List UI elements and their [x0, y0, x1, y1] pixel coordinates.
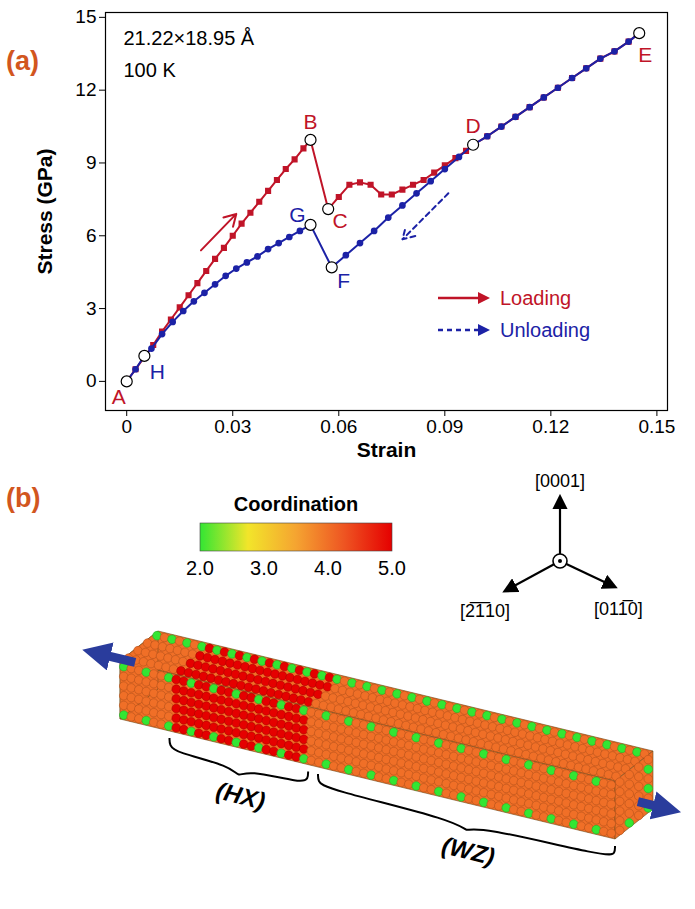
svg-text:3: 3 [86, 298, 97, 319]
svg-text:0: 0 [86, 370, 97, 391]
svg-text:5.0: 5.0 [378, 557, 406, 579]
svg-text:0.09: 0.09 [426, 416, 463, 437]
svg-text:(WZ): (WZ) [439, 831, 497, 870]
svg-text:0.12: 0.12 [532, 416, 569, 437]
svg-text:12: 12 [75, 79, 96, 100]
svg-text:4.0: 4.0 [314, 557, 342, 579]
svg-text:C: C [333, 209, 348, 232]
svg-text:G: G [289, 203, 305, 226]
svg-text:(b): (b) [6, 483, 40, 513]
svg-text:Stress (GPa): Stress (GPa) [33, 148, 56, 274]
html-text:Unloading: Unloading [500, 319, 591, 341]
svg-text:B: B [303, 110, 317, 133]
svg-text:6: 6 [86, 225, 97, 246]
svg-text:D: D [466, 114, 481, 137]
svg-text:(HX): (HX) [214, 777, 268, 815]
svg-text:0.03: 0.03 [214, 416, 251, 437]
svg-text:A: A [112, 385, 126, 408]
svg-text:2.0: 2.0 [186, 557, 214, 579]
svg-text:0.06: 0.06 [320, 416, 357, 437]
svg-text:F: F [337, 269, 350, 292]
svg-text:Coordination: Coordination [234, 493, 358, 515]
svg-text:21.22×18.95 Å: 21.22×18.95 Å [124, 27, 255, 49]
svg-text:E: E [638, 43, 652, 66]
svg-text:[011̅0]: [011̅0] [594, 599, 643, 619]
svg-text:0: 0 [121, 416, 132, 437]
svg-text:100 K: 100 K [124, 59, 177, 81]
svg-text:9: 9 [86, 152, 97, 173]
svg-text:[2̅1̅10]: [2̅1̅10] [460, 601, 510, 621]
html-text:Loading: Loading [500, 287, 572, 309]
svg-text:0.15: 0.15 [638, 416, 675, 437]
svg-text:15: 15 [75, 6, 96, 27]
svg-text:H: H [150, 360, 165, 383]
svg-text:Strain: Strain [357, 438, 417, 461]
svg-text:[0001]: [0001] [535, 471, 585, 491]
svg-text:3.0: 3.0 [250, 557, 278, 579]
html-text:(a): (a) [6, 46, 39, 76]
